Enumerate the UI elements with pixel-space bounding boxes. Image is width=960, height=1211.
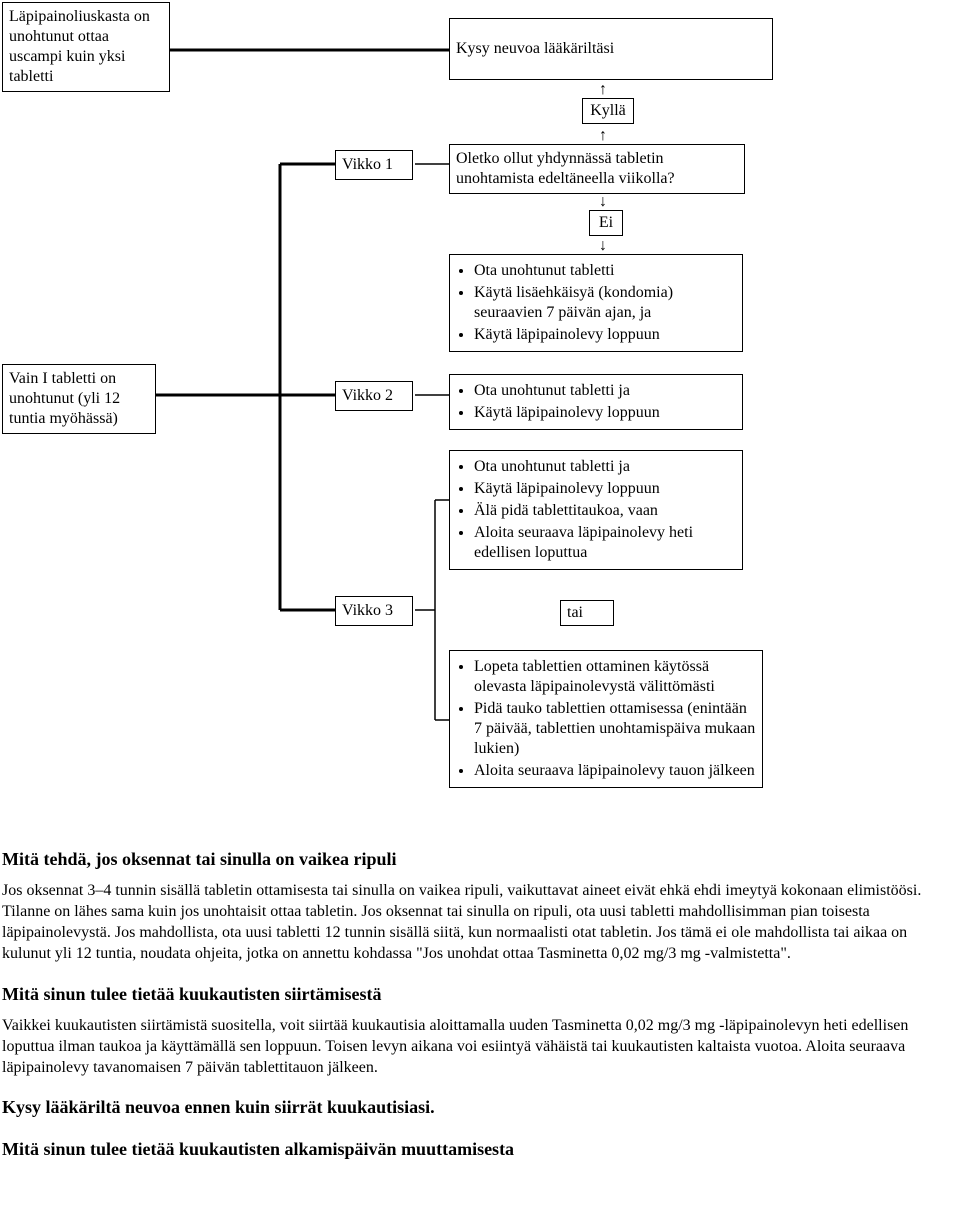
text-body: Mitä tehdä, jos oksennat tai sinulla on … — [0, 848, 960, 1191]
list-item: Pidä tauko tablettien ottamisessa (enint… — [474, 699, 756, 759]
arrow-down-icon: ↓ — [599, 238, 607, 254]
ei-bullets-box: Ota unohtunut tabletti Käytä lisäehkäisy… — [449, 254, 743, 352]
list-item: Käytä läpipainolevy loppuun — [474, 403, 736, 423]
list-item: Käytä läpipainolevy loppuun — [474, 479, 736, 499]
one-tablet-text: Vain I tabletti on unohtunut (yli 12 tun… — [9, 370, 120, 427]
week2-text: Vikko 2 — [342, 387, 393, 404]
list-item: Käytä lisäehkäisyä (kondomia) seuraavien… — [474, 283, 736, 323]
week2-bullets-list: Ota unohtunut tabletti ja Käytä läpipain… — [456, 381, 736, 423]
multi-tablet-box: Läpipainoliuskasta on unohtunut ottaa us… — [2, 2, 170, 92]
list-item: Älä pidä tablettitaukoa, vaan — [474, 501, 736, 521]
tai-box: tai — [560, 600, 614, 626]
paragraph-delay-period: Vaikkei kuukautisten siirtämistä suosite… — [2, 1016, 950, 1078]
multi-tablet-text: Läpipainoliuskasta on unohtunut ottaa us… — [9, 8, 150, 85]
list-item: Ota unohtunut tabletti — [474, 261, 736, 281]
week1-text: Vikko 1 — [342, 156, 393, 173]
list-item: Lopeta tablettien ottaminen käytössä ole… — [474, 657, 756, 697]
week3-top-bullets-box: Ota unohtunut tabletti ja Käytä läpipain… — [449, 450, 743, 570]
week2-box: Vikko 2 — [335, 381, 413, 411]
list-item: Käytä läpipainolevy loppuun — [474, 325, 736, 345]
week3-bottom-bullets-list: Lopeta tablettien ottaminen käytössä ole… — [456, 657, 756, 781]
week3-top-bullets-list: Ota unohtunut tabletti ja Käytä läpipain… — [456, 457, 736, 563]
kylla-box: Kyllä — [582, 98, 634, 124]
ei-bullets-list: Ota unohtunut tabletti Käytä lisäehkäisy… — [456, 261, 736, 345]
ask-doctor-text: Kysy neuvoa lääkäriltäsi — [456, 39, 614, 59]
flowchart: Läpipainoliuskasta on unohtunut ottaa us… — [0, 0, 960, 830]
ask-doctor-box: Kysy neuvoa lääkäriltäsi — [449, 18, 773, 80]
one-tablet-box: Vain I tabletti on unohtunut (yli 12 tun… — [2, 364, 156, 434]
week3-text: Vikko 3 — [342, 602, 393, 619]
heading-change-start: Mitä sinun tulee tietää kuukautisten alk… — [2, 1138, 950, 1161]
paragraph-vomit: Jos oksennat 3–4 tunnin sisällä tabletin… — [2, 881, 950, 964]
list-item: Ota unohtunut tabletti ja — [474, 457, 736, 477]
list-item: Aloita seuraava läpipainolevy tauon jälk… — [474, 761, 756, 781]
intercourse-question-text: Oletko ollut yhdynnässä tabletin unohtam… — [456, 150, 675, 187]
week3-box: Vikko 3 — [335, 596, 413, 626]
week1-box: Vikko 1 — [335, 150, 413, 180]
heading-delay-period: Mitä sinun tulee tietää kuukautisten sii… — [2, 983, 950, 1006]
tai-text: tai — [567, 604, 583, 621]
ei-text: Ei — [599, 214, 613, 231]
heading-ask-doctor: Kysy lääkäriltä neuvoa ennen kuin siirrä… — [2, 1096, 950, 1119]
intercourse-question-box: Oletko ollut yhdynnässä tabletin unohtam… — [449, 144, 745, 194]
list-item: Ota unohtunut tabletti ja — [474, 381, 736, 401]
week2-bullets-box: Ota unohtunut tabletti ja Käytä läpipain… — [449, 374, 743, 430]
arrow-down-icon: ↓ — [599, 194, 607, 210]
arrow-up-icon: ↑ — [599, 82, 607, 98]
list-item: Aloita seuraava läpipainolevy heti edell… — [474, 523, 736, 563]
arrow-up-icon: ↑ — [599, 128, 607, 144]
kylla-text: Kyllä — [590, 102, 626, 119]
ei-box: Ei — [589, 210, 623, 236]
heading-vomit: Mitä tehdä, jos oksennat tai sinulla on … — [2, 848, 950, 871]
week3-bottom-bullets-box: Lopeta tablettien ottaminen käytössä ole… — [449, 650, 763, 788]
